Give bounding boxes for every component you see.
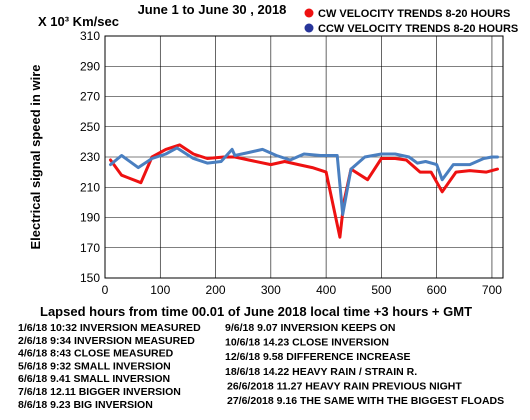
x-tick-label: 600 [427,283,447,297]
annotation-left: 8/6/18 9.23 BIG INVERSION [18,399,153,411]
annotation-right: 26/6/2018 11.27 HEAVY RAIN PREVIOUS NIGH… [227,380,462,392]
annotation-left: 7/6/18 12.11 BIGGER INVERSION [18,386,181,398]
y-axis-label: Electrical signal speed in wire [28,65,43,250]
x-axis-ticks: 0 100 200 300 400 500 600 700 [102,283,503,297]
series-line-cw [109,143,499,239]
y-tick-label: 270 [80,90,100,104]
annotation-right: 12/6/18 9.58 DIFFERENCE INCREASE [225,351,411,363]
y-tick-label: 230 [80,150,100,164]
plot-area [104,35,504,279]
annotation-right: 9/6/18 9.07 INVERSION KEEPS ON [225,322,395,334]
annotation-left: 1/6/18 10:32 INVERSION MEASURED [18,322,201,334]
y-tick-label: 170 [80,241,100,255]
annotation-left: 4/6/18 8:43 CLOSE MEASURED [18,348,174,360]
series-lines [109,143,499,239]
y-tick-label: 290 [80,59,100,73]
x-tick-label: 100 [150,283,170,297]
x-axis-label: Lapsed hours from time 00.01 of June 201… [40,304,472,319]
legend-marker-ccw [304,23,314,33]
annotation-right: 27/6/2018 9.16 THE SAME WITH THE BIGGEST… [227,395,504,407]
x-tick-label: 300 [261,283,281,297]
legend-marker-cw [304,8,314,18]
x-tick-label: 0 [102,283,109,297]
y-tick-label: 210 [80,180,100,194]
x-tick-label: 700 [482,283,502,297]
annotation-left: 6/6/18 9.41 SMALL INVERSION [18,373,170,385]
x-tick-label: 500 [371,283,391,297]
y-tick-label: 190 [80,211,100,225]
y-tick-label: 310 [80,29,100,43]
annotation-right: 10/6/18 14.23 CLOSE INVERSION [225,337,389,349]
annotation-left: 2/6/18 9:34 INVERSION MEASURED [18,335,195,347]
series-line-ccw [109,146,499,216]
legend: CW VELOCITY TRENDS 8-20 HOURS CCW VELOCI… [304,8,518,35]
x-tick-label: 400 [316,283,336,297]
annotation-left: 5/6/18 9:32 SMALL INVERSION [18,360,171,372]
y-tick-label: 150 [80,271,100,285]
chart-title: June 1 to June 30 , 2018 [138,2,287,17]
x-tick-label: 200 [206,283,226,297]
y-tick-label: 250 [80,120,100,134]
legend-label-cw: CW VELOCITY TRENDS 8-20 HOURS [318,8,510,20]
unit-label: X 10³ Km/sec [38,14,119,29]
y-axis-ticks: 150 170 190 210 230 250 270 290 310 [80,29,100,285]
annotation-right: 18/6/18 14.22 HEAVY RAIN / STRAIN R. [225,366,417,378]
legend-label-ccw: CCW VELOCITY TRENDS 8-20 HOURS [318,23,518,35]
